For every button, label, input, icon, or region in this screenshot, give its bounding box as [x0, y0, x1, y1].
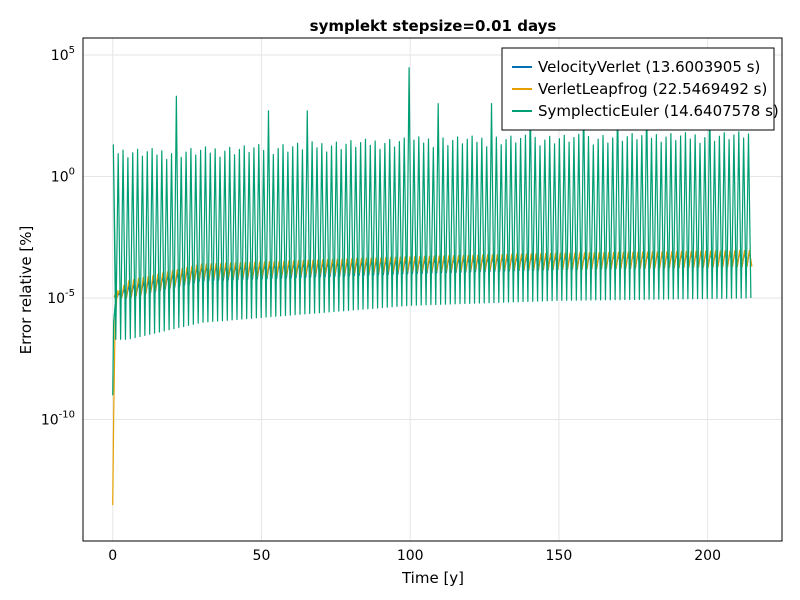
x-axis-label: Time [y]	[401, 569, 464, 587]
plot-area	[112, 67, 753, 506]
series-line	[112, 67, 752, 396]
x-tick-label: 50	[253, 548, 271, 564]
x-tick-label: 100	[397, 548, 424, 564]
x-tick-label: 150	[546, 548, 573, 564]
chart-title: symplekt stepsize=0.01 days	[310, 17, 557, 35]
plot-frame	[82, 37, 783, 542]
legend-entry: VerletLeapfrog (22.5469492 s)	[538, 80, 767, 98]
legend-entry: VelocityVerlet (13.6003905 s)	[538, 58, 760, 76]
legend: VelocityVerlet (13.6003905 s) VerletLeapf…	[501, 47, 779, 131]
legend-box	[501, 47, 775, 131]
y-axis-label: Error relative [%]	[17, 226, 35, 355]
x-tick-label: 200	[694, 548, 721, 564]
x-axis-ticks: 0 50 100 150 200	[108, 548, 721, 564]
y-axis-ticks: 10-10 10-5 100 105	[41, 45, 75, 429]
y-tick-label: 10-5	[47, 288, 75, 307]
legend-entry: SymplecticEuler (14.6407578 s)	[538, 102, 779, 120]
y-tick-label: 105	[51, 45, 75, 64]
y-tick-label: 10-10	[41, 409, 75, 428]
x-tick-label: 0	[108, 548, 117, 564]
y-tick-label: 100	[51, 166, 75, 185]
